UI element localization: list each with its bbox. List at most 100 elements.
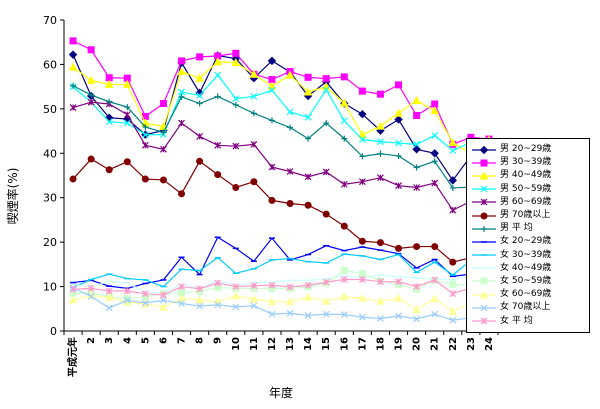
data-point [70,82,77,89]
legend-label: 男 30~39歳 [500,157,552,168]
data-point [105,74,113,82]
data-point [268,196,276,204]
data-point [304,173,312,181]
y-axis-label: 喫煙率(%) [5,168,20,225]
data-point [480,212,488,220]
data-point [304,73,312,81]
data-point [196,132,204,140]
legend-item: 男 平 均 [471,222,587,235]
data-point [376,121,385,130]
data-point [431,310,439,318]
data-point [358,276,366,283]
data-point [268,310,276,318]
data-point [196,92,204,99]
data-point [178,119,185,127]
data-point [250,140,258,148]
data-point [413,315,421,323]
data-point [268,86,276,94]
data-point [413,164,420,171]
data-point [395,278,402,286]
legend-label: 女 50~59歳 [500,275,552,286]
data-point [412,305,421,314]
data-point [214,71,222,79]
x-tick-label: 16 [339,337,350,351]
data-point [178,93,185,100]
series-line [73,278,490,296]
legend-item: 男 30~39歳 [471,156,587,169]
data-point [480,159,488,167]
data-point [286,199,294,207]
legend-label: 男 40~49歳 [500,170,552,181]
y-tick-label: 50 [43,103,57,116]
series-line [72,253,490,289]
data-point [479,145,489,154]
data-point [267,81,277,90]
legend-swatch [472,185,496,193]
x-tick-label: 10 [231,337,242,351]
chart-legend: 男 20~29歳男 30~39歳男 40~49歳男 50~59歳男 60~69歳… [466,138,590,333]
data-point [196,157,204,165]
data-point [159,100,167,108]
data-point [413,243,421,251]
data-point [86,75,96,84]
data-point [480,185,488,193]
series-11 [69,266,493,303]
legend-item: 女 30~39歳 [471,249,587,262]
series-2 [69,37,493,148]
data-point [232,283,240,290]
data-point [479,290,489,299]
data-point [340,266,348,274]
data-point [214,93,221,100]
data-point [178,300,185,307]
data-point [449,206,457,214]
data-point [196,302,204,310]
x-axis-label: 年度 [269,385,293,400]
x-tick-label: 5 [140,337,151,344]
x-tick-label: 14 [303,337,314,351]
data-point [377,138,384,146]
legend-swatch [472,225,496,232]
x-tick-label: 平成元年 [66,337,79,377]
data-point [449,290,457,298]
data-point [232,101,239,108]
data-point [214,171,222,179]
data-point [268,76,276,84]
series-7 [70,82,492,191]
y-tick-label: 0 [50,325,57,338]
data-point [87,98,95,106]
legend-swatch [472,171,496,180]
data-point [141,131,149,139]
data-point [480,277,488,285]
legend-label: 男 平 均 [500,223,533,234]
data-point [395,244,403,252]
series-12 [68,290,494,315]
x-tick-label: 13 [285,337,296,351]
series-line [72,294,490,313]
legend-swatch [472,290,496,299]
data-point [394,115,403,124]
x-tick-label: 20 [412,337,423,351]
data-point [285,70,295,79]
data-point [250,92,258,100]
data-point [250,178,258,186]
data-point [321,296,331,305]
data-point [268,117,275,124]
data-point [286,309,294,317]
data-point [141,141,149,149]
data-point [481,225,487,232]
data-point [232,183,240,191]
data-point [68,50,78,59]
legend-label: 女 平 均 [500,315,533,326]
data-point [232,95,240,103]
data-point [286,283,294,291]
data-point [123,119,131,127]
legend-label: 女 60~69歳 [500,289,552,300]
series-line [72,287,490,321]
x-tick-label: 17 [357,337,368,351]
data-point [340,276,348,283]
legend-swatch [472,198,496,206]
data-point [87,46,95,54]
data-point [232,49,240,57]
series-3 [68,57,494,157]
